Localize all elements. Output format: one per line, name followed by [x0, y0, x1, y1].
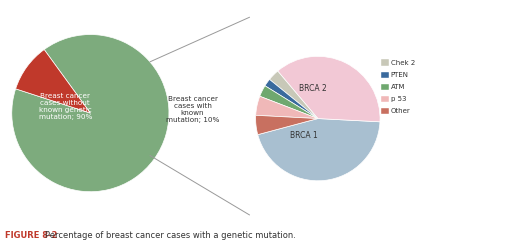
Wedge shape: [269, 71, 318, 119]
Text: Breast cancer
cases with
known
mutation; 10%: Breast cancer cases with known mutation;…: [166, 96, 219, 123]
Wedge shape: [265, 79, 318, 119]
Wedge shape: [12, 35, 169, 192]
Text: FIGURE 8-2: FIGURE 8-2: [5, 231, 58, 240]
Bar: [381, 72, 389, 78]
Text: BRCA 1: BRCA 1: [290, 131, 318, 141]
Text: Chek 2: Chek 2: [390, 60, 415, 65]
Text: ATM: ATM: [390, 84, 405, 90]
Text: BRCA 2: BRCA 2: [299, 84, 327, 93]
Text: Breast cancer
cases without
known genetic
mutation; 90%: Breast cancer cases without known geneti…: [39, 93, 92, 120]
Bar: [381, 60, 389, 66]
Wedge shape: [260, 86, 318, 119]
Wedge shape: [278, 56, 380, 122]
Bar: [381, 84, 389, 90]
Wedge shape: [16, 50, 91, 113]
Wedge shape: [256, 115, 318, 135]
Wedge shape: [256, 96, 318, 119]
Text: p 53: p 53: [390, 96, 406, 102]
Bar: [381, 96, 389, 102]
Bar: [381, 108, 389, 114]
Text: Other: Other: [390, 108, 410, 114]
Wedge shape: [258, 119, 380, 181]
Text: PTEN: PTEN: [390, 72, 409, 78]
Text: Percentage of breast cancer cases with a genetic mutation.: Percentage of breast cancer cases with a…: [37, 231, 296, 240]
